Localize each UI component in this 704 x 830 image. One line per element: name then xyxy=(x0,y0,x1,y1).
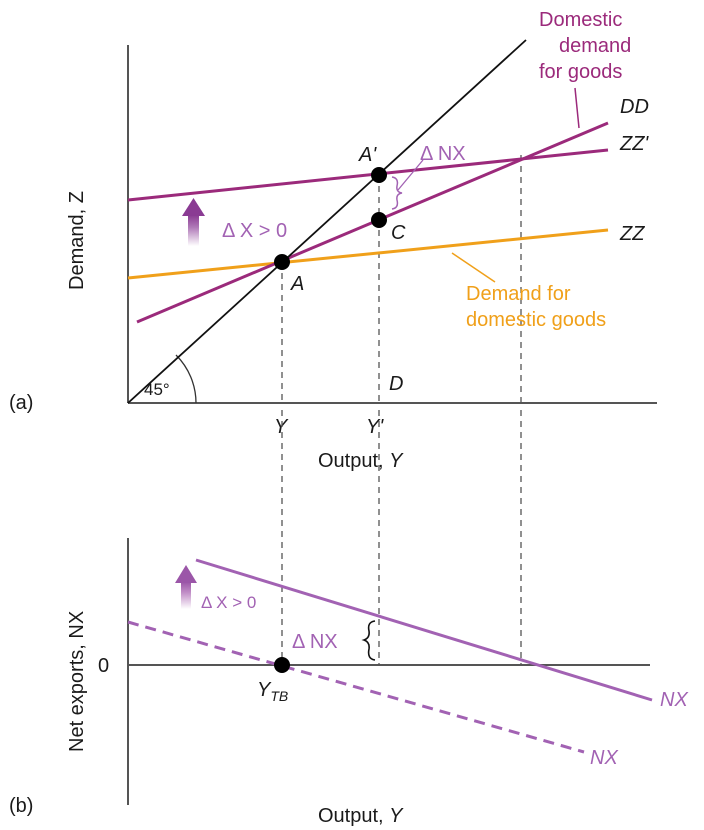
callout-demand-domestic-goods xyxy=(451,252,496,283)
label-dd: DD xyxy=(620,96,649,118)
label-point-a: A xyxy=(290,273,304,295)
brace-a xyxy=(391,176,403,210)
label-nx-new: NX xyxy=(660,689,688,711)
label-point-d: D xyxy=(389,373,403,395)
point-c xyxy=(371,212,387,228)
label-domestic-demand-1: Domestic xyxy=(539,9,622,31)
angle-arc xyxy=(175,354,197,404)
label-demand-domestic-goods-1: Demand for xyxy=(466,283,571,305)
point-a xyxy=(274,254,290,270)
label-zz-prime: ZZ' xyxy=(619,133,649,155)
label-domestic-demand-2: demand xyxy=(559,35,631,57)
panel-b-zero: 0 xyxy=(98,655,109,677)
panel-a-x-label: Output, Y xyxy=(318,450,404,472)
panel-a-tag: (a) xyxy=(9,392,33,414)
nx-old-line xyxy=(127,620,585,754)
label-demand-domestic-goods-2: domestic goods xyxy=(466,309,606,331)
label-nx-old: NX xyxy=(590,747,618,769)
callout-delta-nx xyxy=(397,159,424,191)
panel-a: (a) Demand, Z 45° Output, Y Y Y' A A' C … xyxy=(9,9,657,472)
label-point-c: C xyxy=(391,222,406,244)
label-domestic-demand-3: for goods xyxy=(539,61,622,83)
panel-b-y-label: Net exports, NX xyxy=(66,611,88,752)
label-shift-b: Δ X > 0 xyxy=(201,593,256,612)
label-point-a-prime: A' xyxy=(358,144,377,166)
panel-b-x-label: Output, Y xyxy=(318,805,404,827)
point-a-prime xyxy=(371,167,387,183)
shift-arrow-b xyxy=(175,565,197,609)
point-ytb xyxy=(274,657,290,673)
panel-b-tag: (b) xyxy=(9,795,33,817)
nx-new-line xyxy=(195,558,653,702)
label-delta-nx-b: Δ NX xyxy=(292,631,338,653)
panel-b: (b) Net exports, NX 0 Output, Y YTB Δ X … xyxy=(9,410,688,827)
label-ytb: YTB xyxy=(257,679,288,704)
callout-domestic-demand xyxy=(574,87,580,129)
label-zz: ZZ xyxy=(619,223,645,245)
label-shift-a: Δ X > 0 xyxy=(222,220,287,242)
brace-b xyxy=(361,620,376,661)
forty-five-degree-line xyxy=(127,39,527,404)
tick-y-prime: Y' xyxy=(366,416,384,438)
panel-a-y-label: Demand, Z xyxy=(66,191,88,290)
zz-line xyxy=(127,228,609,280)
label-delta-nx-a: Δ NX xyxy=(420,143,466,165)
angle-label: 45° xyxy=(144,380,170,399)
shift-arrow-a xyxy=(182,198,205,246)
